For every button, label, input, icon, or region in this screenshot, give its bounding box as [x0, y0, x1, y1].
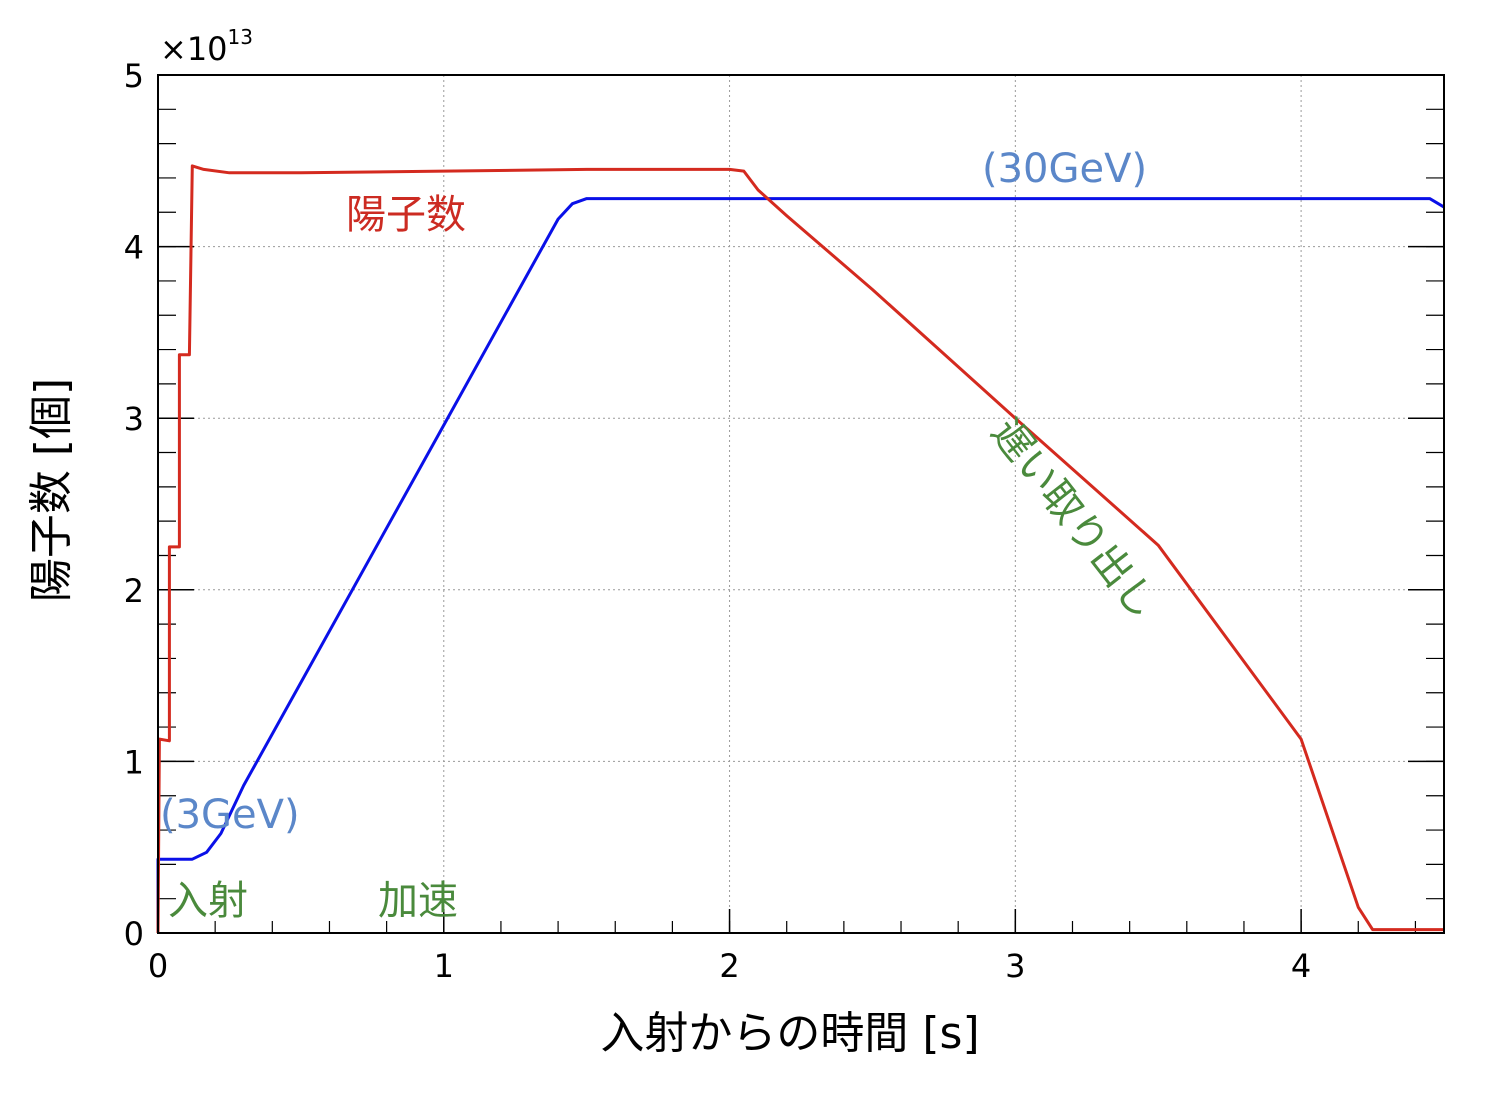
y-tick-label: 4 [124, 229, 144, 267]
y-tick-label: 1 [124, 743, 144, 781]
annotation-energy-high: (30GeV) [982, 146, 1147, 192]
annotation-acceleration: 加速 [378, 878, 458, 924]
annotation-injection: 入射 [168, 878, 248, 924]
y-multiplier-base: ×10 [160, 30, 228, 68]
y-multiplier: ×1013 [160, 25, 253, 68]
series-layer [156, 164, 1445, 934]
x-tick-label: 4 [1291, 947, 1311, 985]
annotation-energy-low: (3GeV) [160, 792, 300, 838]
y-multiplier-exponent: 13 [228, 25, 253, 49]
series-energy-line [156, 197, 1445, 933]
x-tick-label: 0 [148, 947, 168, 985]
x-tick-label: 3 [1005, 947, 1025, 985]
y-tick-label: 2 [124, 572, 144, 610]
axis-ticks [157, 74, 1444, 934]
y-tick-label: 5 [124, 57, 144, 95]
annotation-protons: 陽子数 [346, 192, 466, 238]
y-axis-title: 陽子数 [個] [26, 378, 77, 602]
x-axis-title: 入射からの時間 [s] [600, 1008, 979, 1059]
x-tick-label: 2 [719, 947, 739, 985]
series-protons-line [156, 164, 1444, 934]
grid [158, 75, 1444, 933]
y-tick-label: 0 [124, 915, 144, 953]
x-tick-label: 1 [434, 947, 454, 985]
plot-frame [157, 74, 1445, 934]
y-tick-label: 3 [124, 400, 144, 438]
tick-labels: 0 1 2 3 4 0 1 2 3 4 5 [124, 57, 1312, 985]
